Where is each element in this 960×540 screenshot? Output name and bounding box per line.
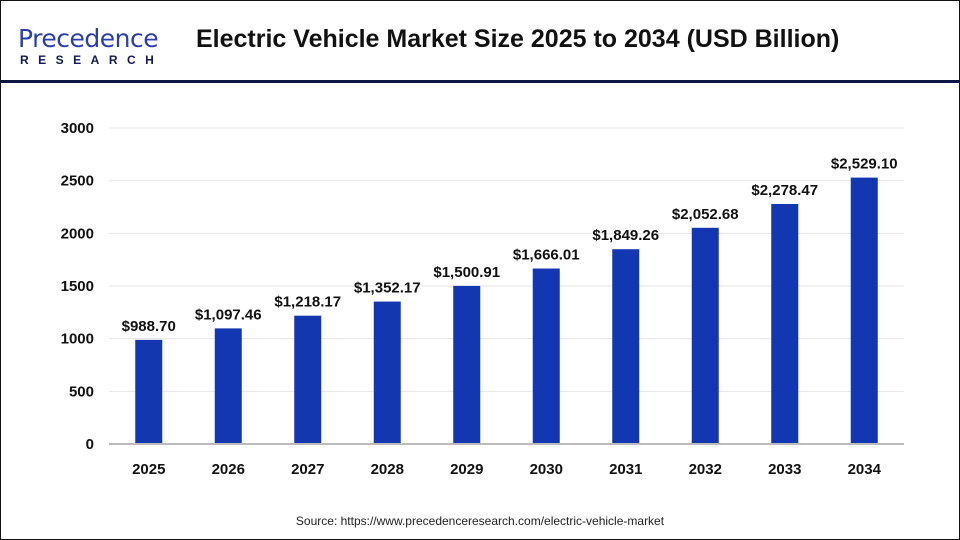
y-tick-label: 2500 bbox=[61, 173, 94, 190]
y-tick-label: 2000 bbox=[61, 225, 94, 242]
bar bbox=[453, 285, 481, 444]
data-label: $1,666.01 bbox=[513, 247, 580, 264]
logo-wordmark: Precedence bbox=[18, 24, 159, 53]
data-label: $1,218.17 bbox=[274, 294, 341, 311]
bar bbox=[771, 204, 799, 444]
y-tick-label: 3000 bbox=[61, 120, 94, 137]
x-tick-label: 2032 bbox=[689, 461, 722, 478]
y-tick-label: 1000 bbox=[61, 331, 94, 348]
bar bbox=[532, 268, 560, 444]
bar bbox=[373, 301, 401, 444]
data-label: $988.70 bbox=[122, 318, 176, 335]
data-label: $1,097.46 bbox=[195, 306, 262, 323]
source-note: Source: https://www.precedenceresearch.c… bbox=[295, 514, 665, 528]
bar bbox=[135, 339, 163, 444]
x-tick-label: 2034 bbox=[848, 461, 882, 478]
data-label: $2,052.68 bbox=[672, 206, 739, 223]
bar bbox=[612, 249, 640, 444]
data-label: $2,278.47 bbox=[751, 182, 818, 199]
bar-chart: 0 500 1000 1500 2000 2500 3000 $988.70 2025 $1,09… bbox=[61, 120, 904, 478]
logo: Precedence RESEARCH bbox=[18, 24, 168, 67]
x-tick-label: 2026 bbox=[212, 461, 245, 478]
bar bbox=[850, 177, 878, 444]
y-tick-label: 1500 bbox=[61, 278, 94, 295]
data-label: $2,529.10 bbox=[831, 156, 898, 173]
y-tick-label: 0 bbox=[86, 436, 94, 453]
data-label: $1,352.17 bbox=[354, 280, 421, 297]
x-tick-label: 2028 bbox=[371, 461, 404, 478]
bar bbox=[691, 227, 719, 444]
bar bbox=[294, 315, 322, 444]
x-tick-label: 2033 bbox=[768, 461, 801, 478]
x-tick-label: 2025 bbox=[132, 461, 165, 478]
chart-title: Electric Vehicle Market Size 2025 to 203… bbox=[196, 25, 840, 53]
header: Precedence RESEARCH Electric Vehicle Mar… bbox=[1, 1, 959, 83]
x-tick-label: 2029 bbox=[450, 461, 483, 478]
x-tick-label: 2027 bbox=[291, 461, 324, 478]
data-label: $1,849.26 bbox=[592, 227, 659, 244]
logo-subtitle: RESEARCH bbox=[20, 53, 164, 67]
data-label: $1,500.91 bbox=[433, 264, 500, 281]
x-tick-label: 2030 bbox=[530, 461, 563, 478]
bar bbox=[214, 328, 242, 444]
y-tick-label: 500 bbox=[69, 383, 94, 400]
x-tick-label: 2031 bbox=[609, 461, 642, 478]
